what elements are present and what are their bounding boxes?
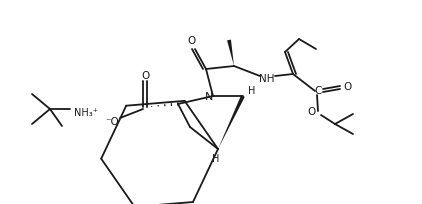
Text: O: O	[141, 71, 149, 81]
Text: O: O	[308, 106, 316, 116]
Text: N: N	[205, 92, 213, 102]
Text: H: H	[212, 153, 220, 163]
Text: NH₃⁺: NH₃⁺	[74, 108, 98, 118]
Text: H: H	[248, 86, 256, 95]
Polygon shape	[218, 96, 245, 149]
Text: O: O	[343, 82, 351, 92]
Text: C: C	[314, 86, 322, 95]
Text: ⁻O: ⁻O	[105, 116, 119, 126]
Text: NH: NH	[259, 74, 275, 84]
Text: O: O	[188, 36, 196, 46]
Polygon shape	[227, 40, 234, 67]
